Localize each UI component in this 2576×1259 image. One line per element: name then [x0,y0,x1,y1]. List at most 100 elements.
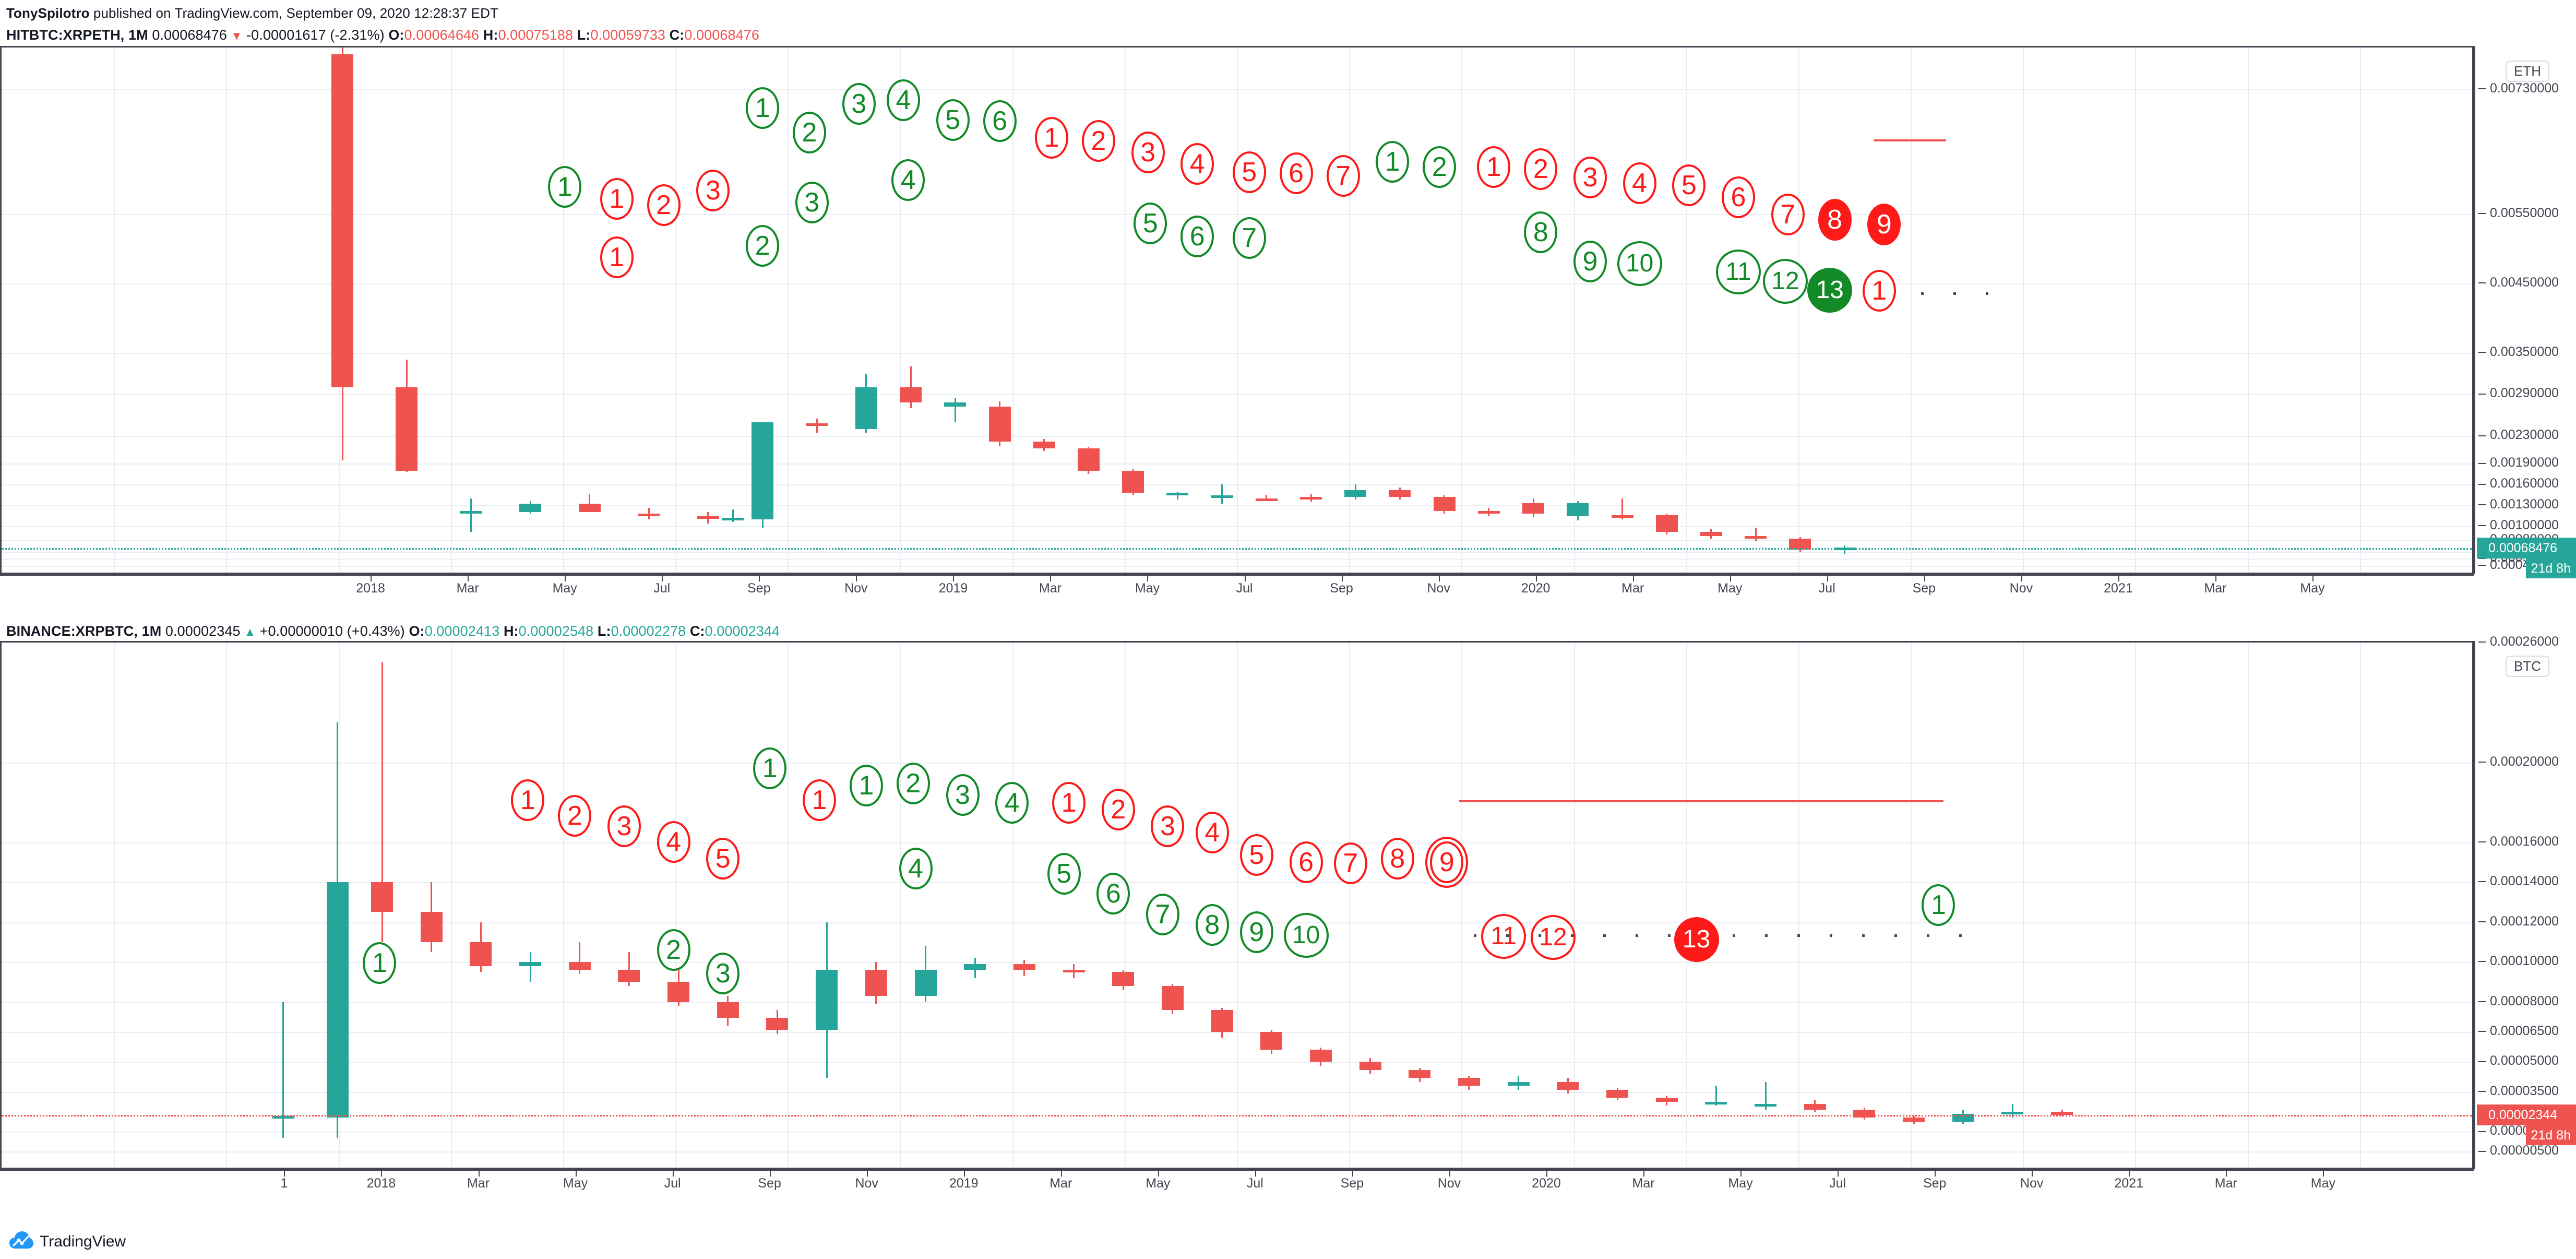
time-tick-mark [1244,575,1246,581]
trend-line[interactable] [1874,139,1946,142]
legend-l-label: L: [577,27,591,43]
candle-wick [381,662,383,942]
td-sequential-marker-4: 4 [1180,143,1214,185]
candle [988,401,1011,447]
time-tick-mark [381,1170,383,1177]
gridline-horizontal [2,352,2472,354]
plot-area-xrpeth[interactable]: 1 1 2 3 1 2 1 2 3 3 4 4 5 6 1 2 3 4 5 6 7 5 6 7 1 2 1 2 3 4 5 6 7 8 9 8 9 10 1… [2,47,2472,573]
candle-body [331,54,354,388]
gridline-vertical [900,47,901,573]
legend-last-price: 0.00068476 [152,27,231,43]
td-sequential-marker-4: 4 [995,781,1029,824]
time-tick-mark [856,575,857,581]
td-sequential-marker-2: 2 [896,762,930,804]
price-tick: 0.00003500 [2478,1084,2559,1099]
td-sequential-marker-9: 9 [1573,241,1607,283]
tradingview-logo[interactable]: TradingView [9,1231,126,1252]
legend-symbol[interactable]: BINANCE:XRPBTC, 1M [6,623,165,639]
price-tick-label: 0.00005000 [2490,1053,2559,1068]
time-tick-mark [284,1170,285,1177]
legend-c-label: C: [669,27,685,43]
td-sequential-marker-6: 6 [1279,152,1313,195]
td-sequential-marker-1: 1 [849,764,883,806]
plot-area-xrpbtc[interactable]: 1 1 2 3 4 5 2 3 1 1 1 2 3 4 4 1 2 3 4 5 6 7 8 9 5 6 7 8 9 10 11 12 13 1 [2,643,2472,1168]
candle [1789,537,1811,553]
candle-body [1409,1070,1431,1078]
gridline-horizontal [2,526,2472,527]
time-tick-mark [1535,575,1537,581]
candle [460,498,482,532]
gridline-horizontal [2,283,2472,284]
td-sequential-marker-13: 13 [1674,917,1719,963]
time-tick-label: Mar [2204,581,2227,596]
tick-dash [2478,525,2486,527]
gridline-horizontal [2,505,2472,507]
td-sequential-marker-3: 3 [706,952,740,994]
price-tick-label: 0.00100000 [2490,517,2559,532]
candle-body [1166,493,1189,496]
candle-wick [579,942,581,974]
candle-body [1655,1098,1678,1102]
author-name: TonySpilotro [6,5,90,21]
time-tick-label: Nov [2020,1176,2044,1191]
time-axis-xrpbtc[interactable]: 1 2018 Mar May Jul Sep Nov 2019 Mar May Jul Sep Nov 2… [0,1169,2474,1202]
td-sequential-marker-7: 7 [1146,894,1179,936]
price-axis-xrpeth[interactable]: 0.00730000 0.00550000 0.00450000 0.00350000… [2474,46,2576,578]
td-sequential-marker-8: 8 [1524,211,1558,254]
candle [420,882,443,952]
gridline-horizontal [2,922,2472,923]
candle-body [1522,503,1545,514]
td-sequential-marker-2: 2 [657,929,690,971]
price-tick: 0.00005000 [2478,1053,2559,1068]
time-tick-label: Mar [467,1176,490,1191]
time-tick-label: Jul [1818,581,1835,596]
candle [1477,508,1500,517]
time-tick-mark [478,1170,480,1177]
time-tick-mark [1827,575,1828,581]
gridline-vertical [2135,47,2137,573]
legend-last-price: 0.00002345 [165,623,245,639]
candle-wick [470,498,472,532]
time-tick-mark [1352,1170,1353,1177]
time-tick-label: Sep [1330,581,1353,596]
time-tick-mark [1730,575,1731,581]
gridline-vertical [1686,47,1687,573]
gridline-horizontal [2,484,2472,486]
candle-body [1122,470,1144,493]
legend-symbol[interactable]: HITBTC:XRPETH, 1M [6,27,152,43]
price-tick: 0.00730000 [2478,81,2559,96]
td-sequential-marker-3: 3 [1131,132,1165,174]
candle-body [697,516,719,519]
time-tick-label: May [1135,581,1160,596]
gridline-vertical [1461,643,1463,1168]
candle [1255,495,1278,502]
time-axis-xrpeth[interactable]: 2018 Mar May Jul Sep Nov 2019 Mar May Jul Sep Nov 20… [0,574,2474,605]
chart-pane-xrpeth[interactable]: 1 1 2 3 1 2 1 2 3 3 4 4 5 6 1 2 3 4 5 6 7 5 6 7 1 2 1 2 3 4 5 6 7 8 9 8 9 10 1… [0,46,2474,574]
candle [1833,545,1856,554]
candle [1755,1082,1777,1110]
tick-dash [2478,435,2486,436]
candle-body [1804,1103,1826,1110]
chart-legend-xrpbtc: BINANCE:XRPBTC, 1M 0.00002345 ▲ +0.00000… [6,623,780,639]
candle [1359,1058,1381,1074]
price-axis-xrpbtc[interactable]: 0.00026000 0.00020000 0.00016000 0.00014000… [2474,634,2576,1169]
time-tick-label: 2019 [938,581,968,596]
td-sequential-marker-2: 2 [1101,788,1135,830]
chart-legend-xrpeth: HITBTC:XRPETH, 1M 0.00068476 ▼ -0.000016… [6,27,759,43]
td-sequential-marker-2: 2 [1081,120,1115,162]
td-sequential-marker-12: 12 [1762,258,1808,304]
candle [2001,1103,2024,1118]
candle [1112,970,1135,990]
chart-pane-xrpbtc[interactable]: 1 1 2 3 4 5 2 3 1 1 1 2 3 4 4 1 2 3 4 5 6 7 8 9 5 6 7 8 9 10 11 12 13 1 [0,641,2474,1169]
gridline-vertical [114,643,115,1168]
future-dot [1986,292,1989,295]
price-tick: 0.00006500 [2478,1024,2559,1039]
td-sequential-marker-5: 5 [1239,834,1273,876]
candle-wick [282,1002,284,1138]
gridline-horizontal [2,565,2472,567]
td-sequential-marker-1: 1 [802,779,836,821]
td-sequential-marker-3: 3 [696,169,730,211]
trend-line[interactable] [1459,800,1943,802]
time-tick-mark [672,1170,674,1177]
candle-body [1700,531,1722,536]
